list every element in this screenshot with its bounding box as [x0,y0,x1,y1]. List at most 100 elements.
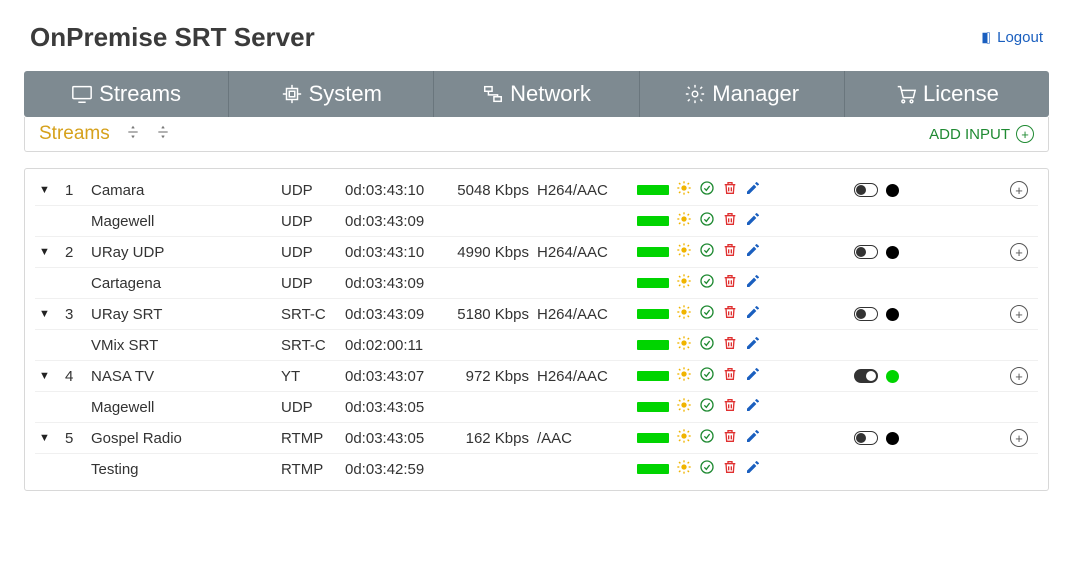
row-actions [637,273,854,293]
edit-icon[interactable] [745,211,761,231]
edit-icon[interactable] [745,304,761,324]
edit-icon[interactable] [745,459,761,479]
row-index: 5 [65,430,91,447]
row-index: 3 [65,306,91,323]
signal-bar-icon [637,340,669,350]
sun-icon[interactable] [676,335,692,355]
add-output-button[interactable]: + [1010,429,1028,447]
row-extras [854,368,994,385]
stream-bitrate: 5048 Kbps [445,182,537,199]
sun-icon[interactable] [676,366,692,386]
delete-icon[interactable] [722,211,738,231]
header: OnPremise SRT Server Logout [24,14,1049,71]
check-circle-icon[interactable] [699,211,715,231]
sun-icon[interactable] [676,273,692,293]
edit-icon[interactable] [745,366,761,386]
expand-toggle[interactable]: ▼ [39,370,65,382]
expand-toggle[interactable]: ▼ [39,184,65,196]
sun-icon[interactable] [676,180,692,200]
stream-protocol: UDP [281,244,345,261]
check-circle-icon[interactable] [699,335,715,355]
add-output-button[interactable]: + [1010,305,1028,323]
row-extras [854,182,994,199]
stream-bitrate: 5180 Kbps [445,306,537,323]
stream-protocol: UDP [281,213,345,230]
sun-icon[interactable] [676,428,692,448]
row-extras [854,399,994,416]
row-extras [854,461,994,478]
row-actions [637,366,854,386]
row-actions [637,180,854,200]
add-output-cell: + [994,429,1034,447]
add-input-button[interactable]: ADD INPUT + [929,125,1034,143]
add-output-button[interactable]: + [1010,181,1028,199]
plus-circle-icon: + [1016,125,1034,143]
sun-icon[interactable] [676,242,692,262]
check-circle-icon[interactable] [699,366,715,386]
record-toggle[interactable] [854,369,878,383]
delete-icon[interactable] [722,304,738,324]
sun-icon[interactable] [676,397,692,417]
stream-codec: /AAC [537,430,637,447]
check-circle-icon[interactable] [699,180,715,200]
signal-bar-icon [637,433,669,443]
edit-icon[interactable] [745,397,761,417]
status-dot-icon [886,370,899,383]
tab-streams[interactable]: Streams [24,71,229,117]
logout-label: Logout [997,29,1043,46]
stream-name: Magewell [91,213,281,230]
edit-icon[interactable] [745,242,761,262]
tab-manager[interactable]: Manager [640,71,845,117]
tab-system[interactable]: System [229,71,434,117]
nav-tabs: Streams System Network Manager License [24,71,1049,117]
record-toggle[interactable] [854,183,878,197]
row-index: 1 [65,182,91,199]
delete-icon[interactable] [722,335,738,355]
sun-icon[interactable] [676,211,692,231]
stream-protocol: UDP [281,399,345,416]
sun-icon[interactable] [676,459,692,479]
check-circle-icon[interactable] [699,304,715,324]
cpu-icon [281,83,303,105]
check-circle-icon[interactable] [699,428,715,448]
row-actions [637,335,854,355]
expand-toggle[interactable]: ▼ [39,246,65,258]
sun-icon[interactable] [676,304,692,324]
expand-toggle[interactable]: ▼ [39,308,65,320]
tab-license[interactable]: License [845,71,1049,117]
cart-icon [895,83,917,105]
delete-icon[interactable] [722,459,738,479]
stream-row-child: VMix SRTSRT-C0d:02:00:11 [35,330,1038,361]
add-output-button[interactable]: + [1010,243,1028,261]
check-circle-icon[interactable] [699,242,715,262]
delete-icon[interactable] [722,273,738,293]
record-toggle[interactable] [854,307,878,321]
edit-icon[interactable] [745,273,761,293]
status-dot-icon [886,184,899,197]
delete-icon[interactable] [722,180,738,200]
delete-icon[interactable] [722,242,738,262]
tab-label: System [309,81,382,107]
add-output-cell: + [994,243,1034,261]
check-circle-icon[interactable] [699,459,715,479]
check-circle-icon[interactable] [699,273,715,293]
add-output-button[interactable]: + [1010,367,1028,385]
delete-icon[interactable] [722,366,738,386]
signal-bar-icon [637,185,669,195]
signal-bar-icon [637,402,669,412]
record-toggle[interactable] [854,431,878,445]
edit-icon[interactable] [745,180,761,200]
check-circle-icon[interactable] [699,397,715,417]
edit-icon[interactable] [745,335,761,355]
record-toggle[interactable] [854,245,878,259]
stream-name: URay UDP [91,244,281,261]
expand-toggle[interactable]: ▼ [39,432,65,444]
edit-icon[interactable] [745,428,761,448]
logout-button[interactable]: Logout [979,29,1043,46]
delete-icon[interactable] [722,428,738,448]
stream-uptime: 0d:03:43:10 [345,182,445,199]
split-h-icon[interactable] [126,125,140,144]
delete-icon[interactable] [722,397,738,417]
split-h-icon-2[interactable] [156,125,170,144]
tab-network[interactable]: Network [434,71,639,117]
